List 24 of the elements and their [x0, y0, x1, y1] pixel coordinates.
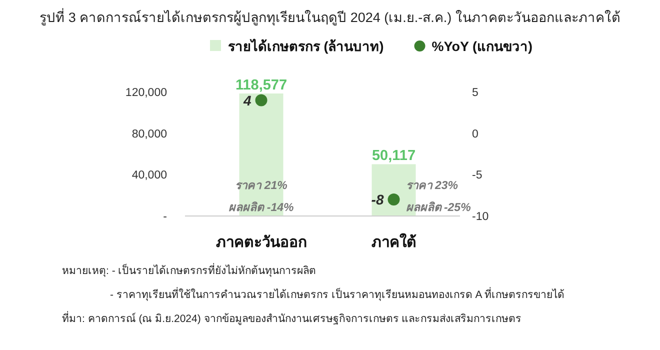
annotation: ผลผลิต -25%: [406, 201, 471, 214]
y-tick-label: -: [163, 211, 168, 223]
text: ที่มา: คาดการณ์ (ณ มิ.ย.2024) จากข้อมูลของสำนักงานเศรษฐกิจการเกษตร และกรมส่งเสริมการเกษตร: [62, 311, 522, 325]
chart-title: รูปที่ 3 คาดการณ์รายได้เกษตรกรผู้ปลูกทุเรียนในฤดูปี 2024 (เม.ย.-ส.ค.) ในภาคตะวันออกและภาคใต้: [40, 8, 620, 26]
y-tick-label: 120,000: [125, 87, 167, 99]
legend-label: %YoY (แกนขวา): [432, 39, 533, 54]
annotation: ผลผลิต -14%: [228, 201, 294, 214]
data-label: 118,577: [235, 77, 288, 94]
data-label: -8: [371, 191, 384, 208]
data-label: 4: [242, 92, 252, 108]
text: - ราคาทุเรียนที่ใช้ในการคำนวณรายได้เกษตรกร เป็นราคาทุเรียนหมอนทองเกรด A ที่เกษตรกรขายได้: [110, 287, 565, 301]
x-tick-label: ภาคใต้: [371, 233, 416, 251]
annotation: ราคา 23%: [406, 180, 458, 192]
annotation: ราคา 21%: [235, 180, 288, 192]
x-tick-label: ภาคตะวันออก: [216, 234, 307, 251]
y-tick-label: 80,000: [132, 128, 167, 140]
y-tick-label: 40,000: [132, 170, 167, 182]
legend-label: รายได้เกษตรกร (ล้านบาท): [228, 38, 384, 54]
y2-tick-label: -5: [472, 170, 482, 182]
text: หมายเหตุ: - เป็นรายได้เกษตรกรที่ยังไม่หักต้นทุนการผลิต: [62, 263, 316, 277]
y2-tick-label: -10: [472, 211, 489, 223]
y2-tick-label: 5: [472, 87, 478, 99]
y2-tick-label: 0: [472, 128, 478, 140]
data-label: 50,117: [372, 148, 416, 164]
